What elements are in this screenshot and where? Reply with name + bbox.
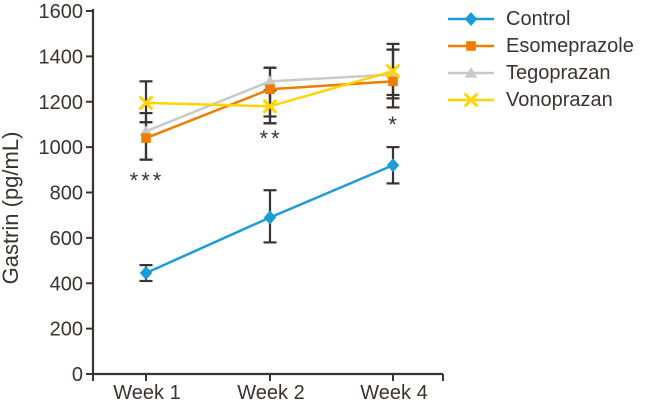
x-marker-vonoprazan-1	[139, 95, 153, 110]
significance-annotation: ***	[130, 168, 165, 193]
tegoprazan-line-swatch-icon	[448, 66, 494, 78]
series-control	[139, 158, 400, 281]
legend-triangle-icon-tegoprazan	[464, 66, 478, 78]
y-tick-label: 1200	[39, 92, 84, 114]
x-tick-label: Week 4	[360, 382, 427, 404]
legend-x-icon-vonoprazan	[464, 92, 478, 107]
x-tick-label: Week 2	[237, 382, 304, 404]
legend-item-tegoprazan: Tegoprazan	[448, 59, 634, 86]
diamond-marker-control-1	[139, 266, 153, 281]
significance-annotation: *	[388, 112, 400, 137]
y-tick-label: 800	[50, 183, 83, 205]
y-tick-label: 1600	[39, 1, 84, 23]
square-marker-esomeprazole-2	[265, 84, 275, 95]
y-tick-label: 400	[50, 273, 83, 295]
y-tick-label: 600	[50, 228, 83, 250]
x-tick-label: Week 1	[113, 382, 180, 404]
square-marker-esomeprazole-1	[141, 133, 151, 143]
legend-label-esomeprazole: Esomeprazole	[506, 34, 634, 57]
y-tick-label: 1000	[39, 137, 84, 159]
legend-square-icon-esomeprazole	[466, 40, 476, 51]
square-marker-esomeprazole-3	[388, 76, 398, 87]
diamond-marker-control-2	[263, 210, 277, 225]
triangle-marker-tegoprazan-3	[386, 68, 400, 80]
legend-label-vonoprazan: Vonoprazan	[506, 88, 613, 111]
legend-item-vonoprazan: Vonoprazan	[448, 86, 634, 113]
esomeprazole-line-swatch-icon	[448, 40, 494, 51]
triangle-marker-tegoprazan-1	[139, 125, 153, 136]
y-axis-label: Gastrin (pg/mL)	[0, 132, 23, 285]
legend-label-tegoprazan: Tegoprazan	[506, 61, 611, 84]
series-tegoprazan	[139, 68, 400, 136]
y-tick-label: 200	[50, 319, 83, 341]
vonoprazan-line-swatch-icon	[448, 92, 494, 107]
legend-item-control: Control	[448, 5, 634, 32]
chart-legend: Control Esomeprazole Tegoprazan Vonopraz…	[448, 5, 634, 113]
triangle-marker-tegoprazan-2	[263, 75, 277, 86]
legend-item-esomeprazole: Esomeprazole	[448, 32, 634, 59]
control-line-swatch-icon	[448, 11, 494, 26]
significance-annotation: **	[259, 126, 282, 151]
y-tick-label: 0	[72, 364, 83, 386]
diamond-marker-control-3	[386, 158, 400, 173]
series-vonoprazan	[139, 64, 400, 114]
y-tick-label: 1400	[39, 46, 84, 68]
x-marker-vonoprazan-3	[386, 64, 400, 79]
x-marker-vonoprazan-2	[263, 99, 277, 114]
legend-diamond-icon-control	[464, 11, 478, 26]
legend-label-control: Control	[506, 7, 571, 30]
